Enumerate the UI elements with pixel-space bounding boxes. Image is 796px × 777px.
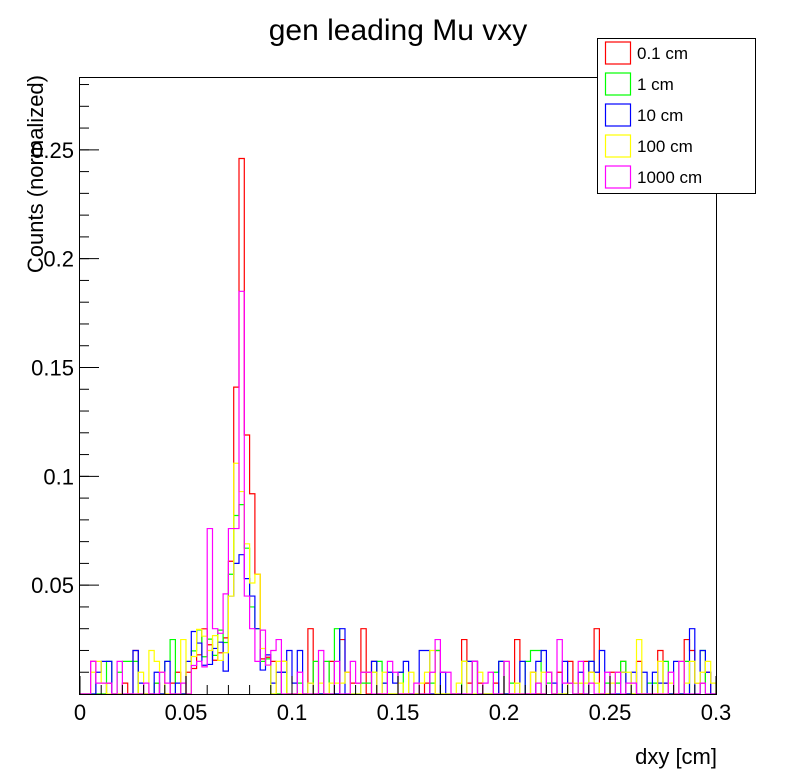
x-tick-label: 0.25 [589, 700, 632, 725]
y-axis-label: Counts (normalized) [23, 75, 48, 273]
legend-label: 10 cm [637, 106, 683, 125]
legend-label: 1 cm [637, 75, 674, 94]
legend-swatch [604, 41, 632, 65]
y-tick-label: 0.05 [31, 573, 74, 598]
series-layer [80, 157, 717, 695]
legend-swatch [604, 103, 632, 127]
chart-title: gen leading Mu vxy [269, 14, 528, 47]
legend: 0.1 cm 1 cm 10 cm 100 cm 1000 cm [597, 38, 756, 194]
x-tick-label: 0.05 [165, 700, 208, 725]
series-line-0p1-cm [80, 157, 716, 695]
x-tick-label: 0 [74, 700, 86, 725]
series-line-1-cm [80, 504, 716, 695]
y-tick-label: 0.2 [43, 247, 74, 272]
x-tick-label: 0.15 [377, 700, 420, 725]
x-tick-label: 0.3 [701, 700, 732, 725]
legend-swatch [604, 72, 632, 96]
legend-label: 1000 cm [637, 168, 702, 187]
legend-swatch [604, 134, 632, 158]
legend-label: 0.1 cm [637, 44, 688, 63]
axes-layer: 0 0.05 0.1 0.15 0.2 0.25 0.3 0.05 0.1 0.15 0.2 0.25 [31, 84, 732, 725]
x-tick-label: 0.1 [277, 700, 308, 725]
y-tick-label: 0.15 [31, 355, 74, 380]
legend-label: 100 cm [637, 137, 693, 156]
series-line-1000-cm [80, 290, 716, 695]
y-tick-label: 0.1 [43, 464, 74, 489]
y-tick-label: 0.25 [31, 138, 74, 163]
x-tick-label: 0.2 [489, 700, 520, 725]
x-axis-label: dxy [cm] [635, 744, 717, 769]
legend-swatch [604, 165, 632, 189]
plot-frame [79, 77, 717, 695]
